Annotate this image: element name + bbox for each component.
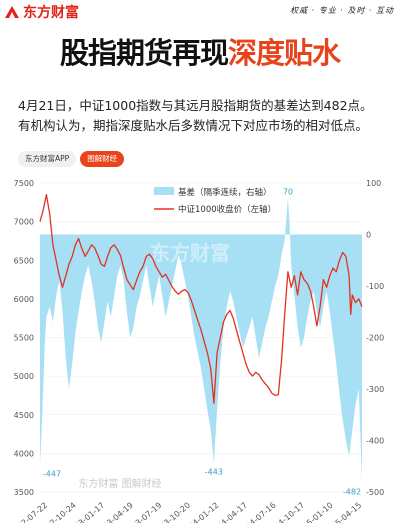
brand-name: 东方财富 bbox=[23, 5, 79, 21]
right-axis-tick: -500 bbox=[366, 488, 384, 497]
description-line-1: 4月21日，中证1000指数与其远月股指期货的基差达到482点。 bbox=[18, 98, 373, 113]
basis-annotation: -447 bbox=[43, 470, 61, 479]
legend-basis-label: 基差（隔季连续，右轴） bbox=[178, 187, 272, 198]
top-bar: 东方财富 权威 · 专业 · 及时 · 互动 bbox=[0, 0, 400, 24]
basis-annotation: -482 bbox=[343, 488, 361, 497]
app-tag[interactable]: 东方财富APP bbox=[18, 151, 77, 167]
left-axis-tick: 7500 bbox=[14, 179, 34, 188]
headline-part2: 深度贴水 bbox=[228, 36, 341, 70]
left-axis-tick: 6000 bbox=[14, 295, 34, 304]
watermark-top: 东方财富 bbox=[150, 241, 230, 265]
legend-basis-swatch bbox=[154, 187, 174, 195]
x-axis-tick: 2022-07-22 bbox=[8, 501, 49, 523]
price-line bbox=[39, 193, 363, 404]
left-axis-tick: 4000 bbox=[14, 449, 34, 458]
left-axis-tick: 4500 bbox=[14, 411, 34, 420]
headline: 股指期货再现深度贴水 bbox=[0, 33, 400, 73]
description: 4月21日，中证1000指数与其远月股指期货的基差达到482点。 有机构认为，期… bbox=[18, 96, 388, 136]
headline-part1: 股指期货再现 bbox=[59, 36, 229, 70]
legend-price-label: 中证1000收盘价（左轴） bbox=[178, 204, 276, 215]
watermark-bottom: 东方财富 图解财经 bbox=[78, 477, 161, 490]
basis-annotation: 70 bbox=[283, 187, 293, 196]
left-axis-tick: 3500 bbox=[14, 488, 34, 497]
right-axis-tick: -300 bbox=[366, 385, 384, 394]
brand-slogan: 权威 · 专业 · 及时 · 互动 bbox=[290, 6, 394, 15]
description-line-2: 有机构认为，期指深度贴水后多数情况下对应市场的相对低点。 bbox=[18, 118, 369, 133]
right-axis-tick: 0 bbox=[366, 231, 371, 240]
brand-logo: 东方财富 bbox=[4, 2, 79, 22]
left-axis-tick: 5500 bbox=[14, 334, 34, 343]
right-axis-tick: -200 bbox=[366, 334, 384, 343]
basis-area bbox=[40, 198, 362, 483]
logo-icon bbox=[5, 6, 19, 18]
right-axis-tick: -400 bbox=[366, 437, 384, 446]
section-tag[interactable]: 图解财经 bbox=[80, 151, 125, 167]
right-axis-tick: 100 bbox=[366, 179, 381, 188]
left-axis-tick: 7000 bbox=[14, 218, 34, 227]
basis-annotation: -443 bbox=[205, 468, 223, 477]
left-axis-tick: 6500 bbox=[14, 256, 34, 265]
left-axis-tick: 5000 bbox=[14, 372, 34, 381]
right-axis-tick: -100 bbox=[366, 282, 384, 291]
source-tags: 东方财富APP 图解财经 bbox=[18, 151, 125, 167]
